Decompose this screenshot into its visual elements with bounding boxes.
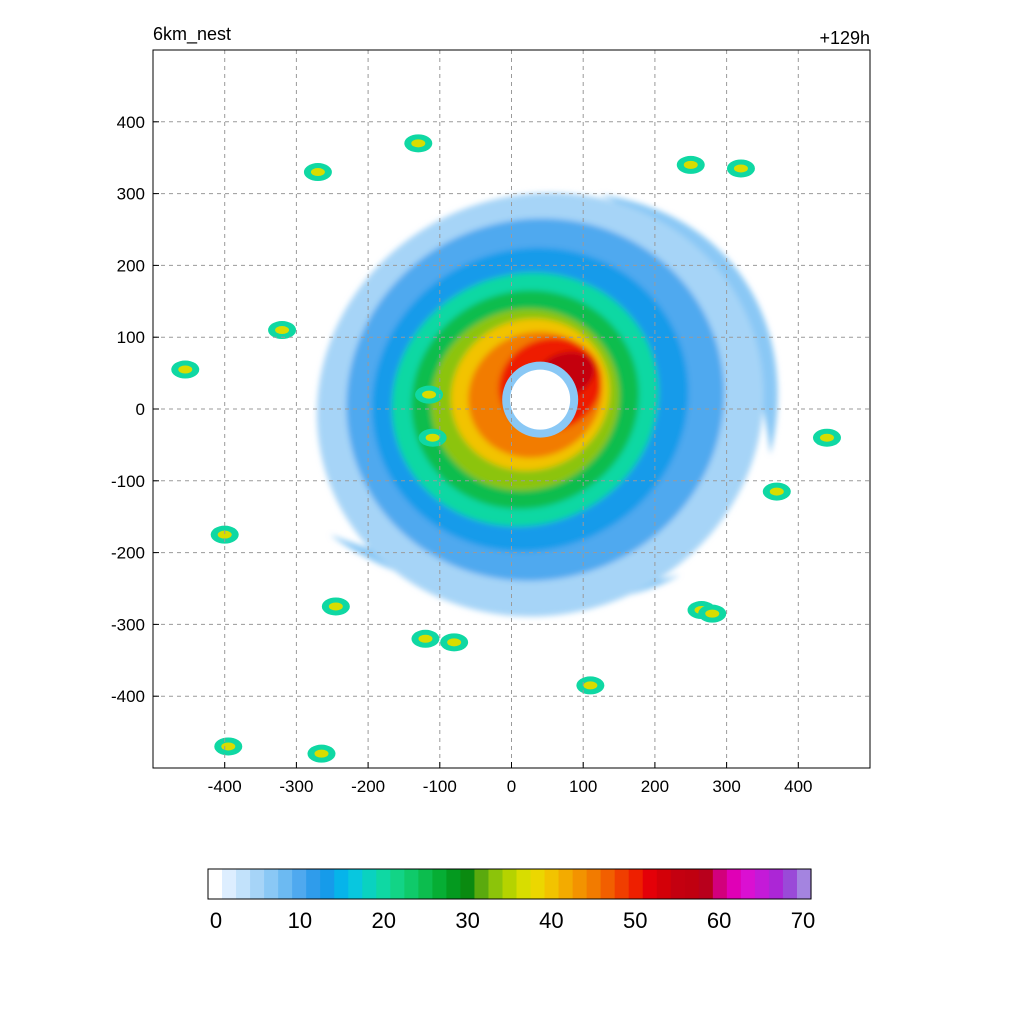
y-tick-label: 200 xyxy=(117,256,145,275)
colorbar xyxy=(208,869,812,899)
y-tick-label: -400 xyxy=(111,687,145,706)
colorbar-swatch xyxy=(614,869,630,899)
colorbar-swatch xyxy=(516,869,532,899)
colorbar-swatch xyxy=(726,869,742,899)
colorbar-swatch xyxy=(768,869,784,899)
colorbar-swatch xyxy=(670,869,686,899)
convective-core xyxy=(819,433,834,442)
convective-core xyxy=(425,433,440,442)
colorbar-swatch xyxy=(488,869,504,899)
y-axis: 400 300 200 100 0 -100 -200 -300 -400 xyxy=(111,113,159,706)
y-tick-label: 300 xyxy=(117,185,145,204)
colorbar-swatch xyxy=(362,869,377,899)
convective-core xyxy=(411,139,426,148)
colorbar-swatch xyxy=(474,869,490,899)
colorbar-swatch xyxy=(740,869,756,899)
colorbar-swatch xyxy=(432,869,447,899)
colorbar-tick-label: 50 xyxy=(623,908,647,933)
colorbar-swatch xyxy=(600,869,616,899)
colorbar-swatch xyxy=(712,869,728,899)
colorbar-tick-label: 70 xyxy=(791,908,815,933)
x-tick-label: 0 xyxy=(507,777,516,796)
x-tick-label: 100 xyxy=(569,777,597,796)
colorbar-swatch xyxy=(530,869,546,899)
colorbar-swatch xyxy=(684,869,700,899)
x-tick-label: 400 xyxy=(784,777,812,796)
wind-field xyxy=(171,134,841,763)
colorbar-swatch xyxy=(236,869,251,899)
convective-core xyxy=(769,487,784,496)
colorbar-swatch xyxy=(320,869,335,899)
convective-core xyxy=(733,164,748,173)
convective-core xyxy=(705,609,720,618)
colorbar-swatch xyxy=(334,869,349,899)
convective-core xyxy=(178,365,193,374)
y-tick-label: 400 xyxy=(117,113,145,132)
x-axis: -400 -300 -200 -100 0 100 200 300 400 xyxy=(208,762,812,796)
chart-title-left: 6km_nest xyxy=(153,24,231,45)
colorbar-swatch xyxy=(222,869,237,899)
colorbar-swatch xyxy=(754,869,770,899)
colorbar-swatch xyxy=(306,869,321,899)
colorbar-swatch xyxy=(292,869,307,899)
colorbar-tick-label: 0 xyxy=(210,908,222,933)
colorbar-swatch xyxy=(544,869,560,899)
convective-core xyxy=(217,530,232,539)
convective-core xyxy=(422,390,437,399)
colorbar-swatch xyxy=(376,869,391,899)
colorbar-swatch xyxy=(782,869,798,899)
x-tick-label: -300 xyxy=(279,777,313,796)
colorbar-swatch xyxy=(796,869,812,899)
colorbar-tick-label: 60 xyxy=(707,908,731,933)
chart-title-right: +129h xyxy=(819,28,870,48)
convective-core xyxy=(314,749,329,758)
convective-core xyxy=(328,602,343,611)
convective-core xyxy=(275,326,290,335)
y-tick-label: -200 xyxy=(111,544,145,563)
convective-core xyxy=(447,638,462,647)
colorbar-ticks: 0 10 20 30 40 50 60 70 xyxy=(210,908,815,933)
y-tick-label: 0 xyxy=(136,400,145,419)
y-tick-label: -300 xyxy=(111,615,145,634)
colorbar-swatch xyxy=(586,869,602,899)
colorbar-swatch xyxy=(502,869,518,899)
colorbar-swatch xyxy=(390,869,405,899)
colorbar-swatch xyxy=(348,869,363,899)
colorbar-tick-label: 10 xyxy=(288,908,312,933)
colorbar-swatch xyxy=(404,869,419,899)
colorbar-swatch xyxy=(698,869,714,899)
colorbar-swatch xyxy=(446,869,462,899)
colorbar-swatch xyxy=(572,869,588,899)
x-tick-label: -200 xyxy=(351,777,385,796)
y-tick-label: 100 xyxy=(117,328,145,347)
colorbar-swatch xyxy=(418,869,433,899)
colorbar-swatch xyxy=(250,869,265,899)
y-tick-label: -100 xyxy=(111,472,145,491)
colorbar-tick-label: 30 xyxy=(455,908,479,933)
eye xyxy=(510,369,571,430)
convective-core xyxy=(583,681,598,690)
convective-core xyxy=(418,634,433,643)
x-tick-label: -100 xyxy=(423,777,457,796)
convective-core xyxy=(221,742,236,751)
x-tick-label: 200 xyxy=(641,777,669,796)
x-tick-label: -400 xyxy=(208,777,242,796)
convective-core xyxy=(683,160,698,169)
colorbar-tick-label: 40 xyxy=(539,908,563,933)
colorbar-swatch xyxy=(628,869,644,899)
colorbar-swatch xyxy=(656,869,672,899)
colorbar-frame xyxy=(207,868,812,900)
colorbar-swatch xyxy=(264,869,279,899)
colorbar-swatch xyxy=(642,869,658,899)
colorbar-swatch xyxy=(558,869,574,899)
x-tick-label: 300 xyxy=(712,777,740,796)
convective-core xyxy=(310,168,325,177)
colorbar-tick-label: 20 xyxy=(371,908,395,933)
colorbar-swatch xyxy=(208,869,223,899)
colorbar-swatch xyxy=(460,869,476,899)
colorbar-swatch xyxy=(278,869,293,899)
